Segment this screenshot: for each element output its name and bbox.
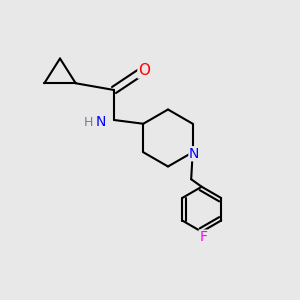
Text: H: H bbox=[84, 116, 93, 130]
Text: F: F bbox=[199, 230, 207, 244]
Text: N: N bbox=[189, 147, 200, 161]
Text: N: N bbox=[95, 115, 106, 128]
Text: O: O bbox=[138, 63, 150, 78]
